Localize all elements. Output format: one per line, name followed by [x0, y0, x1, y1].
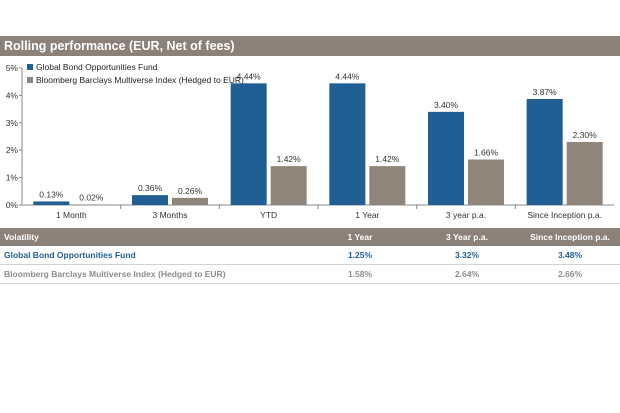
- bar-benchmark: [73, 204, 110, 205]
- bar-fund: [230, 83, 267, 205]
- bar-fund: [526, 98, 563, 205]
- x-tick-label: Since Inception p.a.: [527, 210, 602, 220]
- bar-benchmark: [369, 166, 406, 205]
- bar-benchmark: [270, 166, 307, 205]
- row-value-3-year: 2.64%: [454, 269, 480, 279]
- bar-fund: [33, 201, 70, 205]
- x-tick-label: 1 Month: [56, 210, 87, 220]
- data-label: 0.36%: [138, 183, 163, 193]
- y-tick-label: 1%: [6, 173, 19, 183]
- row-name: Bloomberg Barclays Multiverse Index (Hed…: [4, 269, 226, 279]
- volatility-row-fund: Global Bond Opportunities Fund 1.25% 3.3…: [0, 246, 620, 264]
- y-tick-label: 3%: [6, 118, 19, 128]
- legend-label-benchmark: Bloomberg Barclays Multiverse Index (Hed…: [36, 75, 244, 85]
- data-label: 0.26%: [178, 186, 203, 196]
- bar-fund: [132, 195, 168, 205]
- data-label: 1.42%: [375, 154, 400, 164]
- x-tick-label: YTD: [260, 210, 277, 220]
- x-tick-label: 3 Months: [153, 210, 188, 220]
- y-tick-label: 4%: [6, 90, 19, 100]
- bar-benchmark: [468, 159, 504, 205]
- data-label: 4.44%: [335, 71, 360, 81]
- data-label: 1.66%: [474, 148, 499, 158]
- volatility-header-1-year: 1 Year: [347, 232, 373, 242]
- row-value-since-inception: 2.66%: [557, 269, 583, 279]
- data-label: 3.40%: [434, 100, 459, 110]
- y-tick-label: 0%: [6, 200, 19, 210]
- legend-swatch-fund: [27, 64, 33, 70]
- bar-benchmark: [566, 141, 603, 205]
- row-value-since-inception: 3.48%: [557, 250, 583, 260]
- data-label: 2.30%: [573, 130, 598, 140]
- row-name: Global Bond Opportunities Fund: [4, 250, 136, 260]
- data-label: 0.13%: [39, 189, 64, 199]
- legend-swatch-benchmark: [27, 77, 33, 83]
- volatility-header-label: Volatility: [4, 232, 39, 242]
- volatility-header-3-year: 3 Year p.a.: [446, 232, 488, 242]
- data-label: 0.02%: [79, 192, 104, 202]
- x-tick-label: 1 Year: [355, 210, 379, 220]
- section-title: Rolling performance (EUR, Net of fees): [0, 36, 620, 56]
- y-tick-label: 2%: [6, 145, 19, 155]
- bar-fund: [329, 83, 366, 205]
- legend-label-fund: Global Bond Opportunities Fund: [36, 62, 158, 72]
- data-label: 1.42%: [277, 154, 302, 164]
- data-label: 4.44%: [237, 71, 262, 81]
- bar-fund: [428, 111, 464, 205]
- row-value-1-year: 1.58%: [347, 269, 373, 279]
- bar-benchmark: [172, 197, 208, 205]
- performance-bar-chart: 0% 1% 2% 3% 4% 5% 0.13% 0.02% 1 Month 0.36% 0.26% 3…: [6, 62, 614, 220]
- volatility-header-since-inception: Since Inception p.a.: [530, 232, 610, 242]
- volatility-row-benchmark: Bloomberg Barclays Multiverse Index (Hed…: [0, 264, 620, 284]
- x-tick-label: 3 year p.a.: [446, 210, 486, 220]
- row-value-1-year: 1.25%: [347, 250, 373, 260]
- y-tick-label: 5%: [6, 63, 19, 73]
- data-label: 3.87%: [533, 87, 558, 97]
- volatility-table-header: Volatility 1 Year 3 Year p.a. Since Ince…: [0, 228, 620, 246]
- row-value-3-year: 3.32%: [454, 250, 480, 260]
